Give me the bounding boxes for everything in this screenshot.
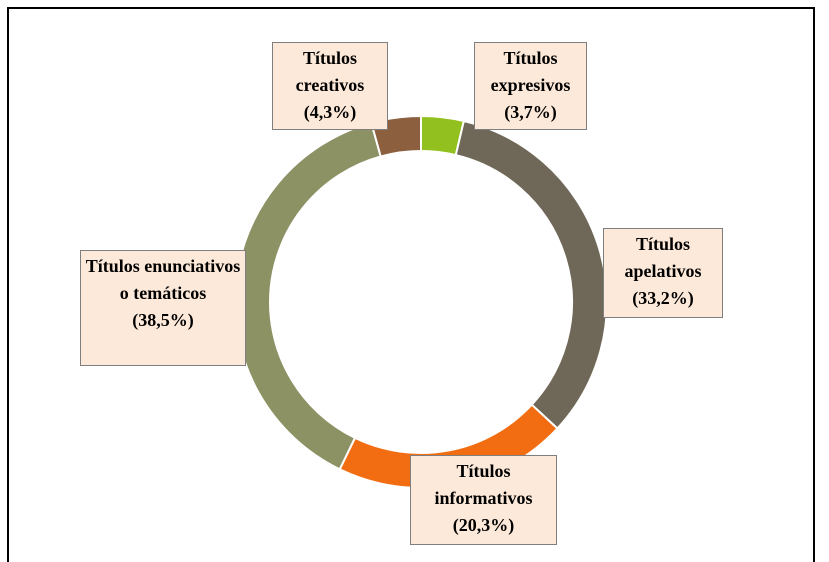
category-label: Títulos expresivos	[490, 48, 571, 95]
data-label: Títulos apelativos (33,2%)	[603, 228, 723, 318]
category-label: Títulos informativos	[434, 461, 533, 508]
category-label: Títulos enunciativos o temáticos	[85, 256, 241, 303]
data-label: Títulos informativos (20,3%)	[410, 455, 557, 545]
value-label: (20,3%)	[452, 515, 515, 535]
data-label: Títulos enunciativos o temáticos (38,5%)	[80, 250, 246, 366]
data-label: Títulos creativos (4,3%)	[272, 42, 388, 130]
donut-segment	[454, 119, 608, 430]
value-label: (4,3%)	[303, 102, 357, 122]
value-label: (38,5%)	[132, 310, 194, 330]
value-label: (33,2%)	[632, 288, 694, 308]
data-label: Títulos expresivos (3,7%)	[474, 42, 587, 130]
category-label: Títulos apelativos	[624, 234, 702, 281]
value-label: (3,7%)	[504, 102, 557, 122]
donut-segment	[234, 121, 382, 471]
chart-frame	[7, 7, 815, 562]
category-label: Títulos creativos	[295, 48, 365, 95]
